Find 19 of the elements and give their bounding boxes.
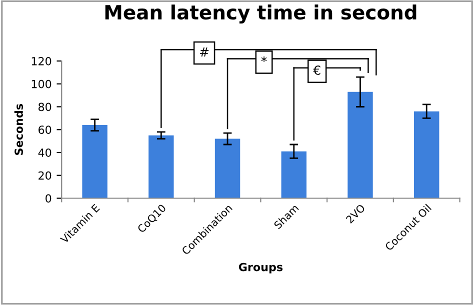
y-tick-label: 60 [38,126,52,134]
bar [214,138,240,198]
bar [348,92,373,198]
y-tick-label: 100 [32,80,52,88]
bar [414,111,440,198]
bar [148,135,174,198]
y-axis-title: Seconds [14,104,23,155]
annotation: * [261,56,267,62]
bar [281,151,306,198]
y-tick-label: 20 [38,171,52,180]
bar [82,125,108,198]
x-axis-title: Groups [238,262,283,274]
y-tick-label: 80 [38,102,52,112]
y-tick-label: 0 [46,194,52,203]
annotation: € [313,65,320,75]
y-tick-label: 40 [38,148,52,157]
chart-title: Mean latency time in second [105,4,416,24]
y-tick-label: 120 [32,56,52,66]
text: # [200,47,209,56]
